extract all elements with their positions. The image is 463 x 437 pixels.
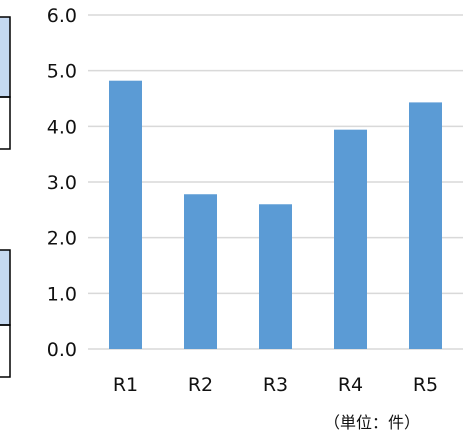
- table-body-cell: [0, 324, 11, 378]
- left-table-fragment-top: [0, 16, 11, 150]
- x-tick-label: R5: [413, 374, 438, 396]
- table-header-cell: [0, 16, 11, 98]
- x-tick-label: R1: [113, 374, 138, 396]
- x-tick-label: R2: [188, 374, 213, 396]
- y-tick-label: 4.0: [47, 116, 77, 138]
- bar-r5: [409, 102, 442, 349]
- bars: [109, 80, 442, 349]
- table-body-cell: [0, 96, 11, 150]
- bar-r3: [259, 204, 292, 349]
- left-table-fragment-bottom: [0, 249, 11, 378]
- y-tick-label: 2.0: [47, 228, 77, 250]
- unit-label: （単位：件）: [324, 413, 420, 432]
- x-tick-label: R4: [338, 374, 363, 396]
- bar-r4: [334, 129, 367, 349]
- y-tick-label: 3.0: [47, 172, 77, 194]
- table-header-cell: [0, 249, 11, 326]
- y-tick-label: 0.0: [47, 339, 77, 361]
- y-tick-label: 1.0: [47, 283, 77, 305]
- x-axis-tick-labels: R1 R2 R3 R4 R5: [113, 374, 438, 396]
- bar-r1: [109, 80, 142, 349]
- bar-r2: [184, 194, 217, 349]
- x-tick-label: R3: [263, 374, 288, 396]
- y-tick-label: 5.0: [47, 61, 77, 83]
- y-tick-label: 6.0: [47, 5, 77, 27]
- y-axis-tick-labels: 0.0 1.0 2.0 3.0 4.0 5.0 6.0: [47, 5, 77, 361]
